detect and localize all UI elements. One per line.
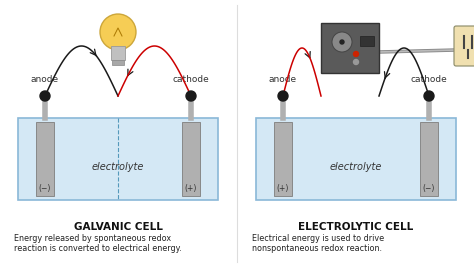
Text: (+): (+) [277,184,289,193]
Bar [18,118,218,200]
Text: GALVANIC CELL: GALVANIC CELL [73,222,163,232]
Text: nonspontaneous redox reaction.: nonspontaneous redox reaction. [252,244,382,253]
Text: (−): (−) [39,184,51,193]
Text: (−): (−) [423,184,435,193]
Text: reaction is converted to electrical energy.: reaction is converted to electrical ener… [14,244,182,253]
Bar [321,23,379,73]
Circle shape [354,60,358,64]
Text: (+): (+) [185,184,197,193]
Bar [256,118,456,200]
Bar [360,36,374,46]
Bar [420,122,438,196]
Text: anode: anode [31,76,59,85]
Text: electrolyte: electrolyte [92,162,144,172]
Bar [182,122,200,196]
Text: cathode: cathode [173,76,210,85]
Text: electrolyte: electrolyte [330,162,382,172]
Circle shape [278,91,288,101]
Bar [36,122,54,196]
FancyBboxPatch shape [454,26,474,66]
Circle shape [332,32,352,52]
Text: Energy released by spontaneous redox: Energy released by spontaneous redox [14,234,171,243]
Bar [111,46,125,60]
Bar [112,60,124,65]
Text: ELECTROLYTIC CELL: ELECTROLYTIC CELL [298,222,414,232]
Bar [274,122,292,196]
Circle shape [40,91,50,101]
Circle shape [186,91,196,101]
Circle shape [100,14,136,50]
Circle shape [354,52,358,56]
Text: cathode: cathode [410,76,447,85]
Text: Electrical energy is used to drive: Electrical energy is used to drive [252,234,384,243]
Circle shape [340,40,344,44]
Text: anode: anode [269,76,297,85]
Circle shape [424,91,434,101]
